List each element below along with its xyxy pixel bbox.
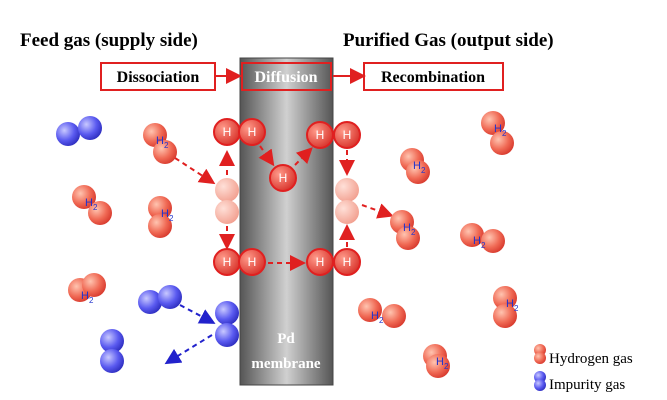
- sphere: [215, 178, 239, 202]
- molecule-label-main: H: [85, 197, 93, 209]
- molecule-label-sub: 2: [89, 296, 94, 305]
- sphere: [56, 122, 80, 146]
- legend-label: Impurity gas: [549, 377, 625, 393]
- step: Dissociation: [117, 69, 200, 86]
- sphere: [78, 116, 102, 140]
- molecule-label-main: H: [506, 298, 514, 310]
- molecule-label-main: H: [413, 160, 421, 172]
- atom-label: H: [248, 125, 257, 139]
- molecule-label-main: H: [371, 310, 379, 322]
- sphere: [534, 352, 546, 364]
- sphere: [382, 304, 406, 328]
- arrow: [180, 305, 212, 322]
- sphere: [158, 285, 182, 309]
- heading: Purified Gas (output side): [343, 30, 554, 51]
- heading: Feed gas (supply side): [20, 30, 198, 51]
- sphere: [138, 290, 162, 314]
- atom-label: H: [248, 255, 257, 269]
- step: Diffusion: [254, 69, 317, 86]
- molecule-label-main: H: [403, 222, 411, 234]
- molecule-label-sub: 2: [164, 141, 169, 150]
- molecule-label-sub: 2: [421, 166, 426, 175]
- sphere: [335, 178, 359, 202]
- molecule-label-sub: 2: [169, 214, 174, 223]
- molecule-label-sub: 2: [93, 203, 98, 212]
- atom-label: H: [316, 255, 325, 269]
- atom-label: H: [343, 255, 352, 269]
- molecule-label-main: H: [494, 123, 502, 135]
- sphere: [215, 200, 239, 224]
- membrane-label: membrane: [251, 356, 320, 372]
- molecule-label-main: H: [81, 290, 89, 302]
- molecule-label-sub: 2: [444, 362, 449, 371]
- molecule-label-main: H: [156, 135, 164, 147]
- molecule-label-sub: 2: [502, 129, 507, 138]
- molecule-label-main: H: [161, 208, 169, 220]
- diagram: Feed gas (supply side) Purified Gas (out…: [0, 0, 667, 400]
- molecule-label-sub: 2: [411, 228, 416, 237]
- molecule-label-sub: 2: [514, 304, 519, 313]
- atom-label: H: [223, 255, 232, 269]
- arrow: [362, 205, 390, 215]
- sphere: [335, 200, 359, 224]
- molecule-label-main: H: [436, 356, 444, 368]
- atom-label: H: [316, 128, 325, 142]
- sphere: [534, 379, 546, 391]
- molecule-label-sub: 2: [379, 316, 384, 325]
- legend-label: Hydrogen gas: [549, 351, 633, 367]
- step: Recombination: [381, 69, 485, 86]
- atom-label: H: [223, 125, 232, 139]
- arrow: [168, 335, 212, 362]
- molecule-label: H2: [371, 310, 384, 325]
- membrane-label: Pd: [277, 331, 295, 347]
- sphere: [100, 349, 124, 373]
- atom-label: H: [279, 171, 288, 185]
- sphere: [215, 301, 239, 325]
- arrow: [175, 158, 212, 182]
- sphere: [215, 323, 239, 347]
- molecule-label-sub: 2: [481, 241, 486, 250]
- molecule-label-main: H: [473, 235, 481, 247]
- atom-label: H: [343, 128, 352, 142]
